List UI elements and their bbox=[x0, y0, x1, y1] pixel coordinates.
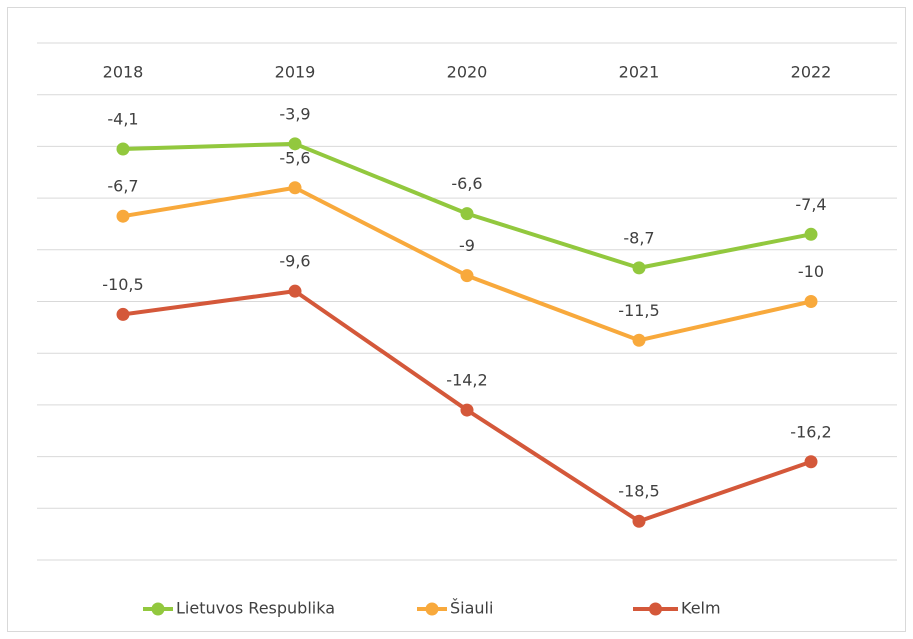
data-point bbox=[632, 333, 646, 347]
data-label: -18,5 bbox=[618, 482, 659, 501]
data-point bbox=[632, 514, 646, 528]
legend-label: Lietuvos Respublika bbox=[176, 599, 335, 618]
legend-label: Šiauli bbox=[450, 599, 493, 618]
legend-marker bbox=[649, 602, 662, 616]
data-point bbox=[804, 295, 818, 308]
legend-marker bbox=[151, 602, 165, 616]
x-tick-label: 2022 bbox=[791, 63, 832, 82]
data-point bbox=[804, 227, 818, 241]
legend-label: Kelm bbox=[681, 599, 721, 618]
data-point bbox=[116, 209, 130, 223]
data-label: -14,2 bbox=[446, 371, 487, 390]
x-tick-label: 2019 bbox=[275, 63, 316, 82]
data-label: -7,4 bbox=[795, 195, 826, 214]
data-label: -11,5 bbox=[618, 301, 659, 320]
data-point bbox=[460, 403, 474, 417]
data-label: -4,1 bbox=[107, 109, 138, 128]
data-point bbox=[288, 284, 302, 298]
x-tick-label: 2020 bbox=[447, 63, 488, 82]
data-label: -9 bbox=[459, 236, 475, 255]
data-point bbox=[460, 207, 474, 221]
legend-marker bbox=[425, 602, 439, 616]
data-point bbox=[460, 269, 474, 283]
data-label: -10 bbox=[798, 262, 824, 281]
data-point bbox=[116, 142, 130, 156]
data-label: -6,6 bbox=[451, 174, 482, 193]
data-point bbox=[288, 181, 302, 195]
data-point bbox=[632, 261, 646, 275]
data-label: -9,6 bbox=[279, 252, 310, 271]
chart-border bbox=[7, 7, 906, 632]
data-point bbox=[288, 137, 302, 151]
data-label: -8,7 bbox=[623, 228, 654, 247]
data-label: -3,9 bbox=[279, 104, 310, 123]
data-label: -16,2 bbox=[790, 422, 831, 441]
data-label: -5,6 bbox=[279, 148, 310, 167]
data-point bbox=[804, 455, 818, 469]
x-tick-label: 2018 bbox=[103, 63, 144, 82]
data-point bbox=[116, 307, 130, 321]
data-label: -10,5 bbox=[102, 275, 143, 294]
x-tick-label: 2021 bbox=[619, 63, 660, 82]
data-label: -6,7 bbox=[107, 177, 138, 196]
